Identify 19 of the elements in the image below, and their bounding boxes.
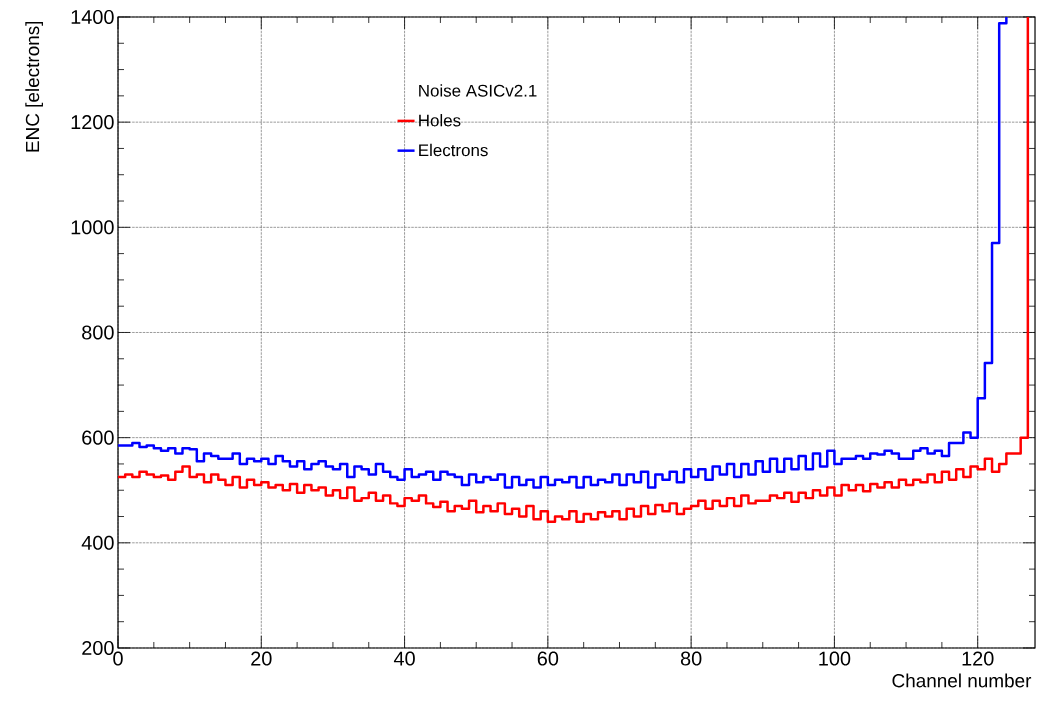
x-tick-label: 40: [393, 651, 415, 666]
x-tick-label: 100: [819, 651, 851, 666]
y-tick-label: 1000: [71, 220, 114, 235]
y-tick-label: 1400: [71, 9, 114, 25]
x-tick-label: 120: [962, 651, 994, 666]
legend-title: Noise ASICv2.1: [419, 84, 537, 97]
y-tick-label: 1200: [71, 115, 114, 130]
y-tick-label: 800: [82, 325, 114, 340]
y-tick-label: 600: [82, 430, 114, 445]
legend-label: Holes: [419, 114, 461, 127]
legend-label: Electrons: [419, 143, 488, 157]
x-tick-label: 0: [113, 651, 123, 666]
y-tick-label: 200: [82, 640, 114, 656]
x-tick-label: 20: [251, 651, 272, 666]
x-tick-label: 60: [537, 651, 559, 666]
x-tick-label: 80: [680, 651, 702, 666]
y-axis-title: ENC [electrons]: [25, 21, 43, 152]
x-axis-title: Channel number: [892, 673, 1032, 688]
y-tick-label: 400: [81, 535, 114, 550]
